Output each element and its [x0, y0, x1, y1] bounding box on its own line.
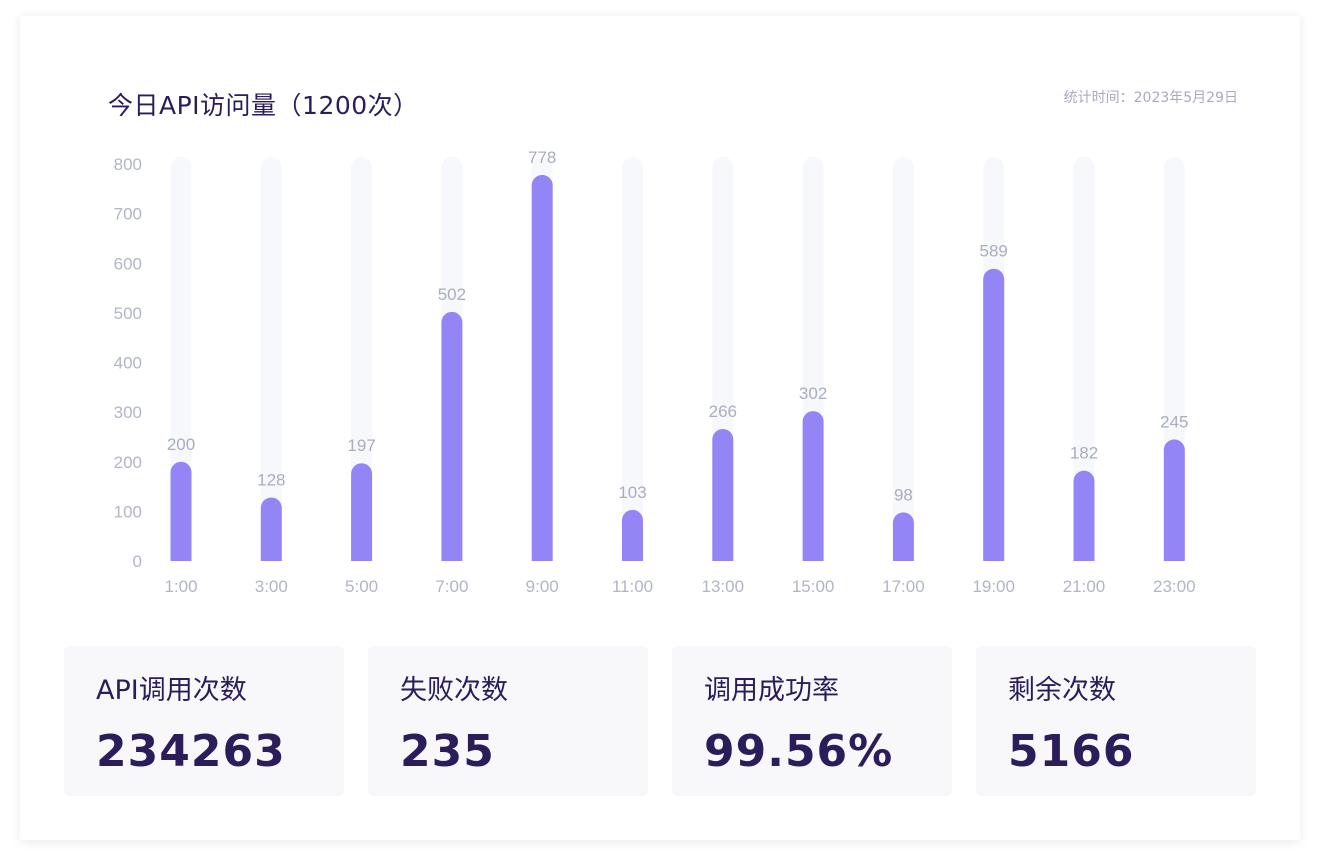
bars	[170, 174, 1185, 562]
bar	[1163, 439, 1185, 561]
x-axis: 1:00 3:00 5:00 7:00 9:00 11:00 13:00 15:00 17:00…	[164, 577, 1195, 596]
x-tick-label: 13:00	[702, 577, 745, 596]
bar	[983, 268, 1005, 561]
bar-tracks	[170, 157, 1185, 561]
kpi-card-api-calls: API调用次数 234263	[64, 646, 344, 796]
y-tick-label: 200	[114, 453, 142, 472]
value-label: 98	[894, 485, 913, 504]
x-tick-label: 11:00	[612, 577, 653, 596]
kpi-label: 失败次数	[400, 675, 508, 706]
y-tick-label: 700	[114, 205, 142, 224]
x-tick-label: 3:00	[255, 577, 288, 596]
bar	[531, 174, 553, 562]
bar	[892, 512, 914, 561]
y-tick-label: 600	[114, 254, 142, 273]
bar-track	[622, 157, 643, 561]
bar-track	[351, 157, 373, 561]
value-label: 778	[528, 148, 556, 167]
y-tick-label: 400	[114, 354, 142, 373]
x-tick-label: 15:00	[792, 577, 835, 596]
bar	[1073, 470, 1095, 561]
x-tick-label: 1:00	[164, 577, 197, 596]
y-tick-label: 800	[114, 155, 142, 174]
value-label: 200	[167, 435, 195, 454]
x-tick-label: 17:00	[882, 577, 925, 596]
y-tick-label: 100	[114, 502, 142, 521]
value-label: 103	[618, 483, 646, 502]
kpi-value: 99.56%	[704, 726, 894, 777]
value-label: 182	[1070, 444, 1098, 463]
bar-track	[170, 157, 192, 561]
kpi-label: API调用次数	[96, 675, 247, 706]
value-label: 128	[257, 470, 285, 489]
bar	[712, 428, 734, 561]
value-label: 589	[980, 242, 1008, 261]
value-label: 197	[347, 436, 375, 455]
kpi-label: 剩余次数	[1008, 675, 1116, 706]
stat-time-value: 2023年5月29日	[1133, 90, 1238, 106]
kpi-card-failures: 失败次数 235	[368, 646, 648, 796]
chart-title: 今日API访问量（1200次）	[108, 91, 419, 120]
kpi-value: 235	[400, 726, 495, 777]
kpi-value: 5166	[1008, 726, 1135, 777]
bar-chart: 0 100 200 300 400 500 600 700 800 200 128 197 502 77…	[114, 148, 1196, 596]
stat-time-label: 统计时间：	[1063, 90, 1134, 106]
y-tick-label: 0	[133, 552, 142, 571]
x-tick-label: 7:00	[435, 577, 468, 596]
bar	[441, 311, 463, 561]
bar-track	[260, 157, 282, 561]
bar-track	[1073, 157, 1095, 561]
bar	[170, 461, 192, 561]
x-tick-label: 5:00	[345, 577, 378, 596]
bar	[351, 463, 373, 561]
kpi-label: 调用成功率	[704, 675, 839, 706]
y-tick-label: 500	[114, 304, 142, 323]
value-label: 266	[709, 402, 737, 421]
value-label: 302	[799, 384, 827, 403]
x-tick-label: 23:00	[1153, 577, 1196, 596]
kpi-value: 234263	[96, 726, 286, 777]
kpi-card-remaining: 剩余次数 5166	[976, 646, 1256, 796]
bar	[260, 497, 282, 561]
value-label: 502	[438, 285, 466, 304]
stat-time: 统计时间：2023年5月29日	[1064, 87, 1238, 107]
kpi-card-success-rate: 调用成功率 99.56%	[672, 646, 952, 796]
value-label: 245	[1160, 412, 1188, 431]
x-tick-label: 9:00	[526, 577, 559, 596]
bar-track	[892, 157, 914, 561]
x-tick-label: 19:00	[972, 577, 1015, 596]
y-axis: 0 100 200 300 400 500 600 700 800	[114, 155, 142, 571]
x-tick-label: 21:00	[1063, 577, 1106, 596]
y-tick-label: 300	[114, 403, 142, 422]
bar	[622, 509, 643, 561]
bar	[802, 411, 824, 561]
value-labels: 200 128 197 502 778 103 266 302 98 589 182 245	[167, 148, 1189, 504]
